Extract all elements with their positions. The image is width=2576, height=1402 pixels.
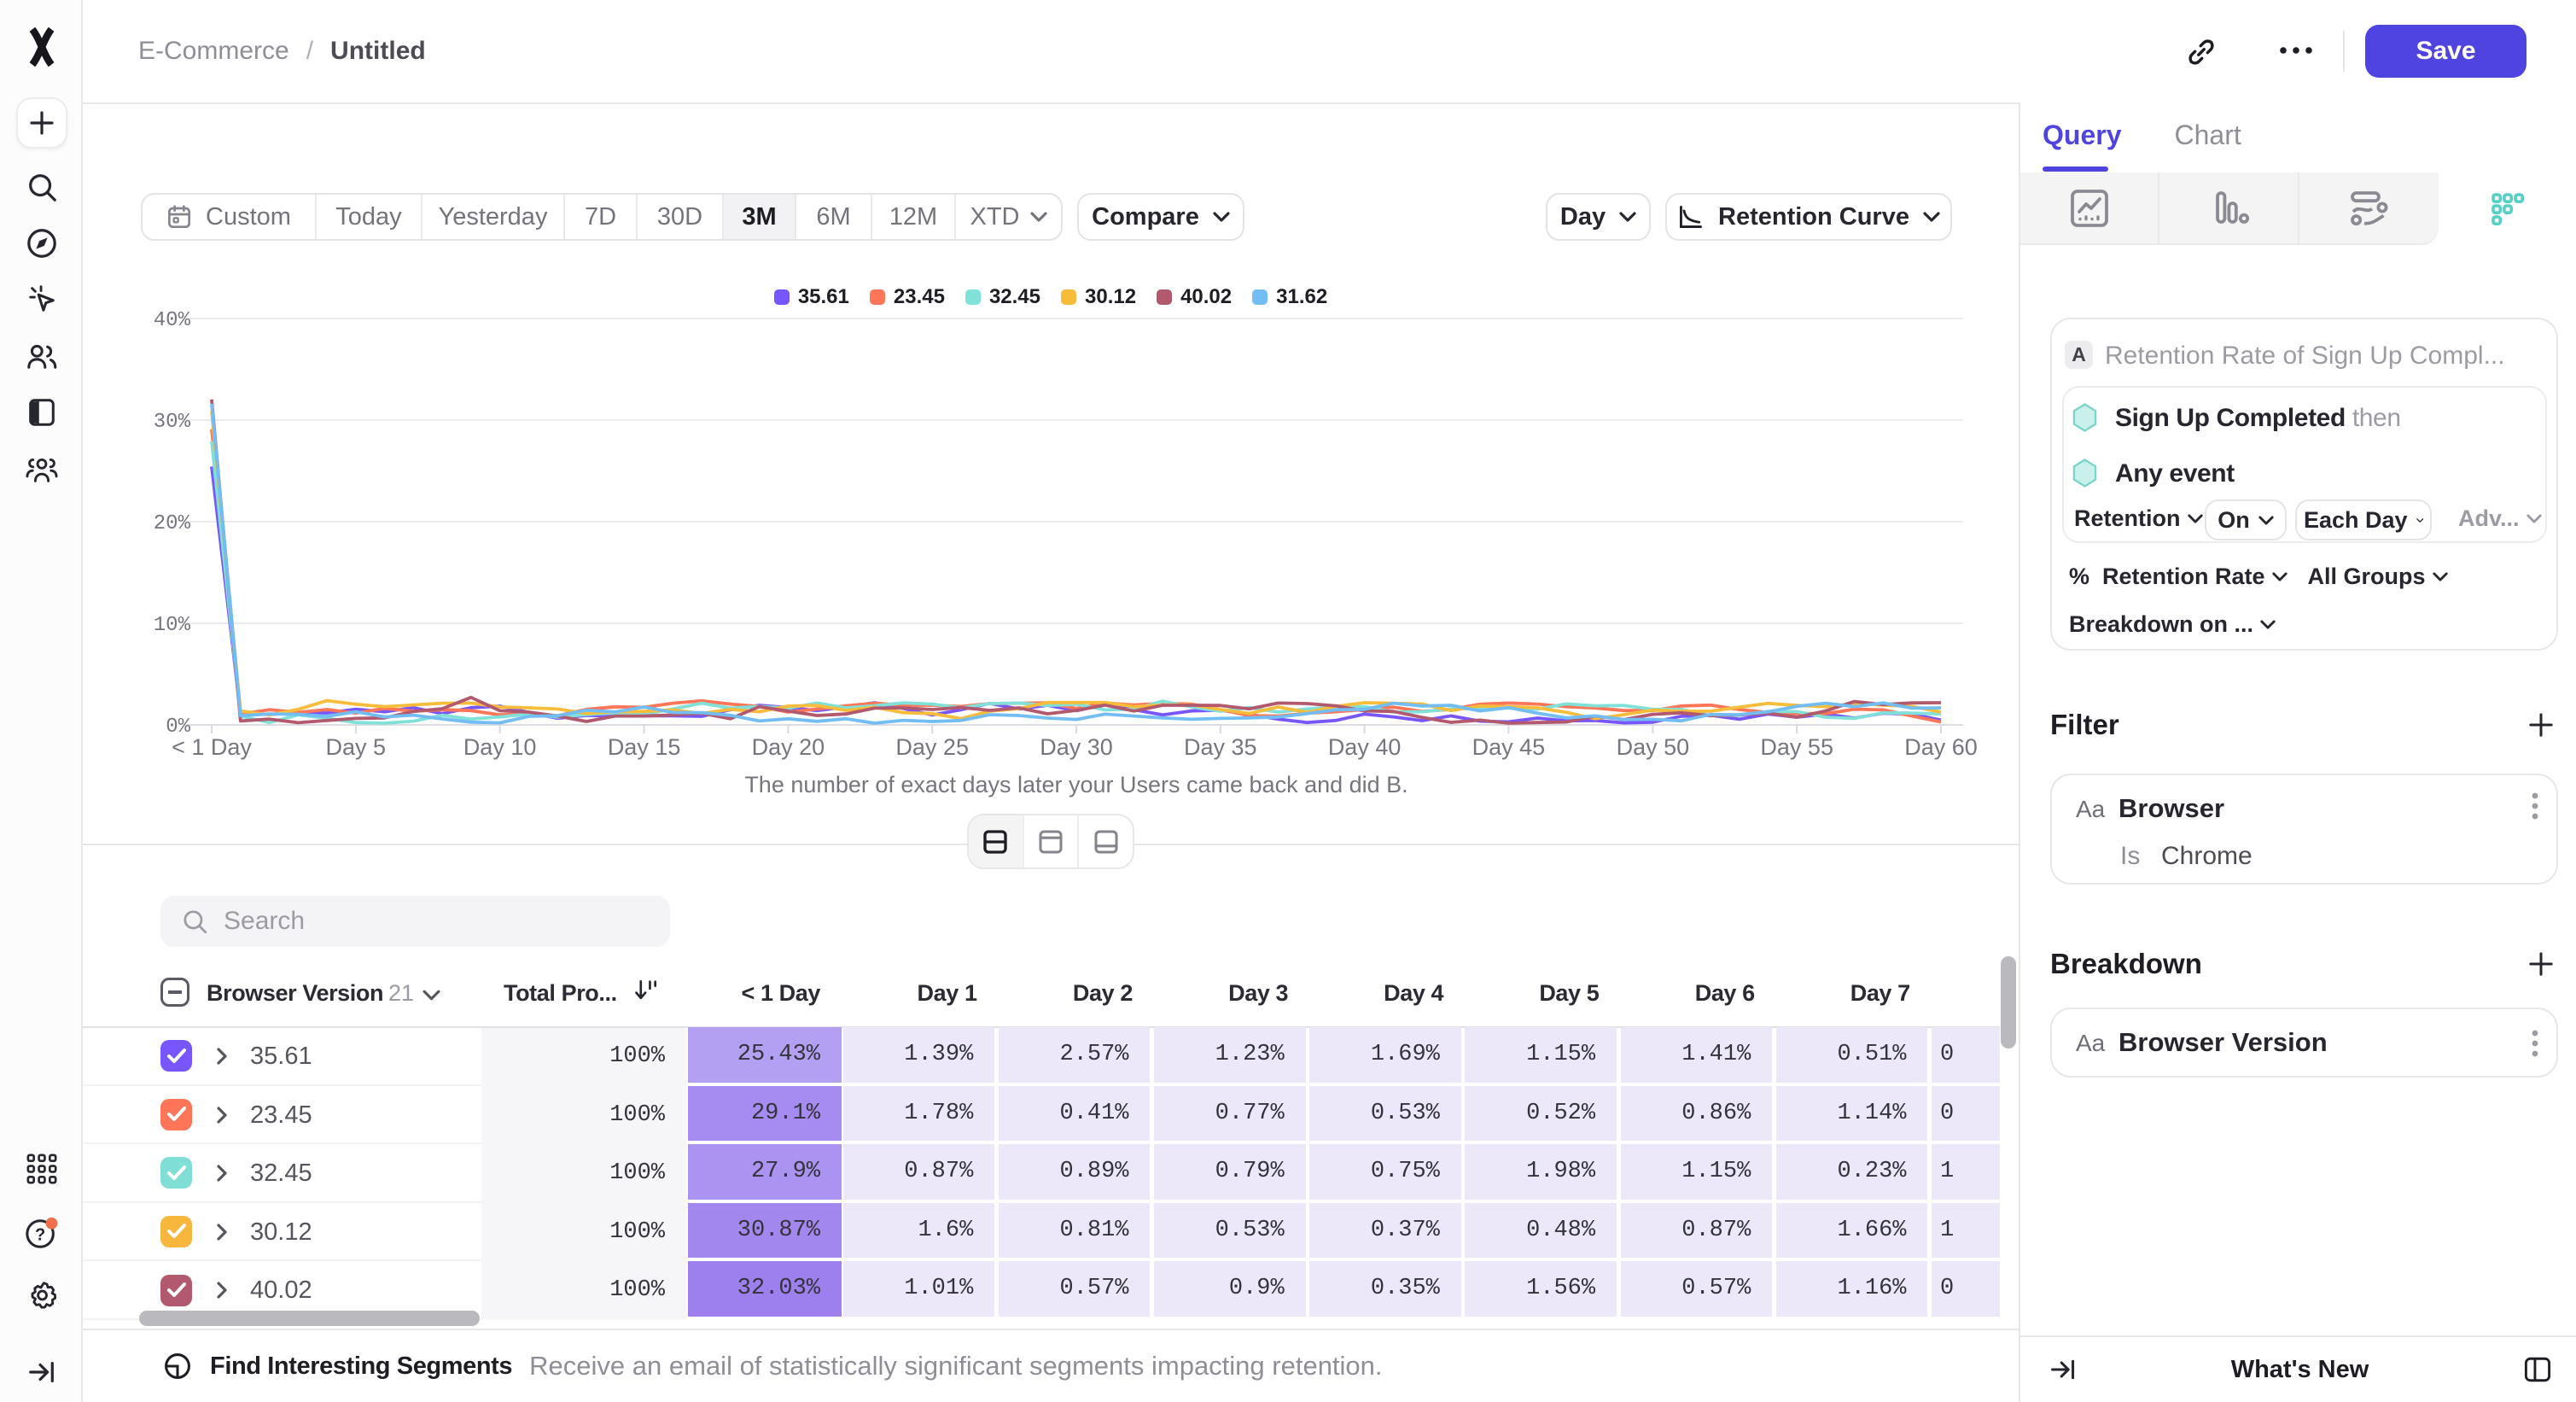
svg-text:Day 50: Day 50: [1617, 734, 1690, 760]
svg-text:Day 20: Day 20: [752, 734, 825, 760]
svg-text:Day 15: Day 15: [608, 734, 681, 760]
svg-text:Day 5: Day 5: [326, 734, 387, 760]
svg-text:Day 30: Day 30: [1040, 734, 1113, 760]
svg-text:Day 55: Day 55: [1760, 734, 1833, 760]
svg-text:?: ?: [34, 1225, 44, 1244]
svg-text:Day 10: Day 10: [463, 734, 537, 760]
svg-text:20%: 20%: [154, 512, 191, 535]
svg-text:Day 45: Day 45: [1472, 734, 1546, 760]
svg-text:10%: 10%: [154, 614, 191, 637]
svg-text:0%: 0%: [166, 716, 190, 739]
svg-text:40%: 40%: [154, 309, 191, 332]
svg-text:< 1 Day: < 1 Day: [172, 734, 252, 760]
svg-text:30%: 30%: [154, 411, 191, 434]
svg-text:Day 40: Day 40: [1328, 734, 1402, 760]
svg-text:Day 60: Day 60: [1904, 734, 1978, 760]
svg-text:Day 35: Day 35: [1184, 734, 1257, 760]
svg-text:Day 25: Day 25: [895, 734, 969, 760]
